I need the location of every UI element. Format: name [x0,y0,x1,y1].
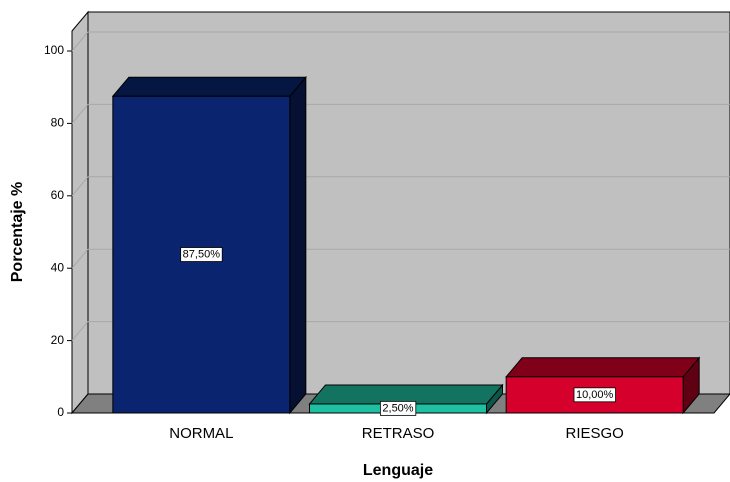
y-tick-label: 80 [51,116,65,130]
bar-top [505,357,701,378]
grid-line [71,104,89,124]
x-tick-label: RIESGO [565,425,623,442]
bar-top [111,76,307,97]
grid-line [71,248,89,269]
x-tick-label: RETRASO [362,425,435,442]
value-label-box [379,400,417,416]
y-tick-label: 20 [51,333,65,347]
value-label-box [573,387,616,403]
y-axis-title: Porcentaje % [9,182,26,282]
x-axis-title: Lenguaje [363,462,433,479]
y-tick-label: 60 [51,188,65,202]
y-tick-label: 0 [57,405,64,419]
x-tick-label: NORMAL [169,425,233,442]
side-wall [71,10,89,415]
value-label: 87,50% [183,249,221,261]
bar-side [289,75,307,415]
grid-line [71,176,89,197]
value-label-box [180,247,223,262]
y-tick-label: 40 [51,260,65,274]
grid-line [71,31,89,52]
y-tick-label: 100 [44,43,64,57]
value-label: 10,00% [576,389,614,401]
grid-line [71,321,89,341]
value-label: 2,50% [382,402,413,414]
